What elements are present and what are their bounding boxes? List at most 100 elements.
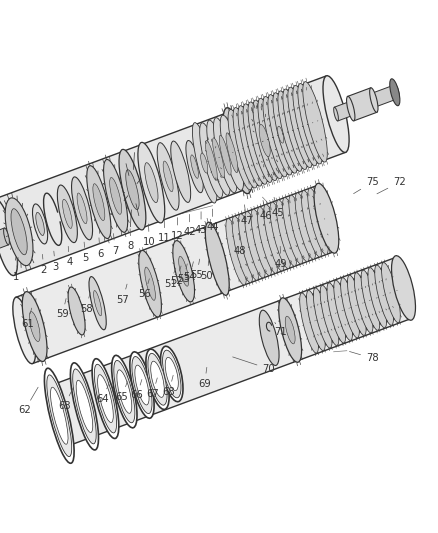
- Polygon shape: [0, 228, 9, 255]
- Ellipse shape: [4, 228, 9, 245]
- Ellipse shape: [294, 193, 315, 259]
- Ellipse shape: [163, 161, 173, 192]
- Ellipse shape: [381, 263, 399, 322]
- Ellipse shape: [257, 207, 277, 273]
- Ellipse shape: [360, 270, 379, 330]
- Ellipse shape: [244, 212, 265, 278]
- Ellipse shape: [5, 198, 33, 265]
- Ellipse shape: [282, 198, 302, 264]
- Ellipse shape: [333, 280, 352, 341]
- Ellipse shape: [288, 195, 309, 262]
- Ellipse shape: [262, 96, 287, 177]
- Ellipse shape: [346, 275, 365, 335]
- Text: 52: 52: [170, 266, 183, 286]
- Ellipse shape: [68, 287, 85, 335]
- Ellipse shape: [11, 209, 27, 255]
- Ellipse shape: [346, 96, 354, 121]
- Text: 49: 49: [274, 246, 286, 269]
- Ellipse shape: [36, 213, 44, 236]
- Ellipse shape: [132, 357, 152, 414]
- Ellipse shape: [340, 278, 359, 338]
- Ellipse shape: [326, 283, 345, 343]
- Ellipse shape: [92, 359, 119, 439]
- Ellipse shape: [138, 142, 164, 223]
- Ellipse shape: [322, 76, 348, 152]
- Ellipse shape: [226, 133, 237, 173]
- Ellipse shape: [97, 375, 113, 423]
- Ellipse shape: [333, 107, 338, 121]
- Ellipse shape: [71, 177, 92, 240]
- Ellipse shape: [258, 124, 270, 157]
- Text: 72: 72: [376, 177, 405, 194]
- Polygon shape: [334, 85, 398, 121]
- Ellipse shape: [253, 108, 276, 173]
- Text: 42: 42: [183, 214, 195, 237]
- Text: 58: 58: [80, 293, 92, 313]
- Ellipse shape: [269, 202, 290, 269]
- Ellipse shape: [228, 109, 252, 190]
- Ellipse shape: [103, 159, 127, 232]
- Ellipse shape: [220, 115, 243, 190]
- Ellipse shape: [200, 153, 207, 173]
- Ellipse shape: [70, 363, 98, 450]
- Ellipse shape: [205, 222, 229, 295]
- Ellipse shape: [277, 91, 302, 171]
- Ellipse shape: [247, 102, 272, 182]
- Ellipse shape: [22, 292, 47, 361]
- Ellipse shape: [134, 365, 149, 405]
- Text: 2: 2: [41, 254, 47, 274]
- Text: 48: 48: [233, 233, 246, 255]
- Text: 68: 68: [162, 375, 175, 397]
- Text: 53: 53: [177, 264, 189, 284]
- Text: 50: 50: [200, 260, 212, 281]
- Ellipse shape: [213, 118, 237, 193]
- Ellipse shape: [297, 84, 321, 164]
- Ellipse shape: [111, 356, 137, 428]
- Text: 55: 55: [190, 259, 203, 280]
- Ellipse shape: [252, 100, 277, 181]
- Text: 63: 63: [58, 387, 73, 411]
- Ellipse shape: [150, 361, 164, 398]
- Text: 70: 70: [232, 357, 274, 374]
- Text: 11: 11: [158, 220, 171, 243]
- Ellipse shape: [277, 126, 283, 143]
- Ellipse shape: [205, 141, 217, 180]
- Text: 43: 43: [194, 212, 207, 235]
- Text: 78: 78: [349, 351, 378, 363]
- Text: 47: 47: [240, 205, 252, 226]
- Ellipse shape: [192, 123, 216, 203]
- Ellipse shape: [32, 204, 48, 244]
- Ellipse shape: [185, 141, 203, 192]
- Text: 67: 67: [146, 378, 159, 399]
- Ellipse shape: [165, 357, 178, 391]
- Ellipse shape: [374, 265, 392, 325]
- Polygon shape: [16, 185, 334, 364]
- Text: 51: 51: [163, 268, 177, 288]
- Ellipse shape: [237, 106, 262, 186]
- Text: 8: 8: [127, 229, 134, 251]
- Ellipse shape: [113, 360, 134, 423]
- Ellipse shape: [301, 190, 321, 257]
- Ellipse shape: [319, 285, 338, 345]
- Ellipse shape: [199, 123, 223, 198]
- Ellipse shape: [299, 293, 318, 353]
- Text: 61: 61: [21, 308, 34, 329]
- Ellipse shape: [292, 85, 317, 166]
- Text: 12: 12: [170, 217, 184, 240]
- Ellipse shape: [313, 183, 338, 253]
- Ellipse shape: [287, 87, 312, 168]
- Ellipse shape: [173, 240, 194, 302]
- Ellipse shape: [89, 277, 106, 330]
- Ellipse shape: [238, 214, 258, 280]
- Ellipse shape: [160, 346, 183, 402]
- Ellipse shape: [243, 104, 267, 184]
- Text: 3: 3: [52, 251, 58, 271]
- Polygon shape: [51, 257, 410, 446]
- Ellipse shape: [145, 267, 155, 300]
- Ellipse shape: [267, 94, 292, 175]
- Text: 5: 5: [82, 242, 88, 263]
- Ellipse shape: [232, 216, 252, 282]
- Ellipse shape: [391, 256, 414, 320]
- Text: 64: 64: [96, 384, 109, 404]
- Ellipse shape: [353, 273, 372, 333]
